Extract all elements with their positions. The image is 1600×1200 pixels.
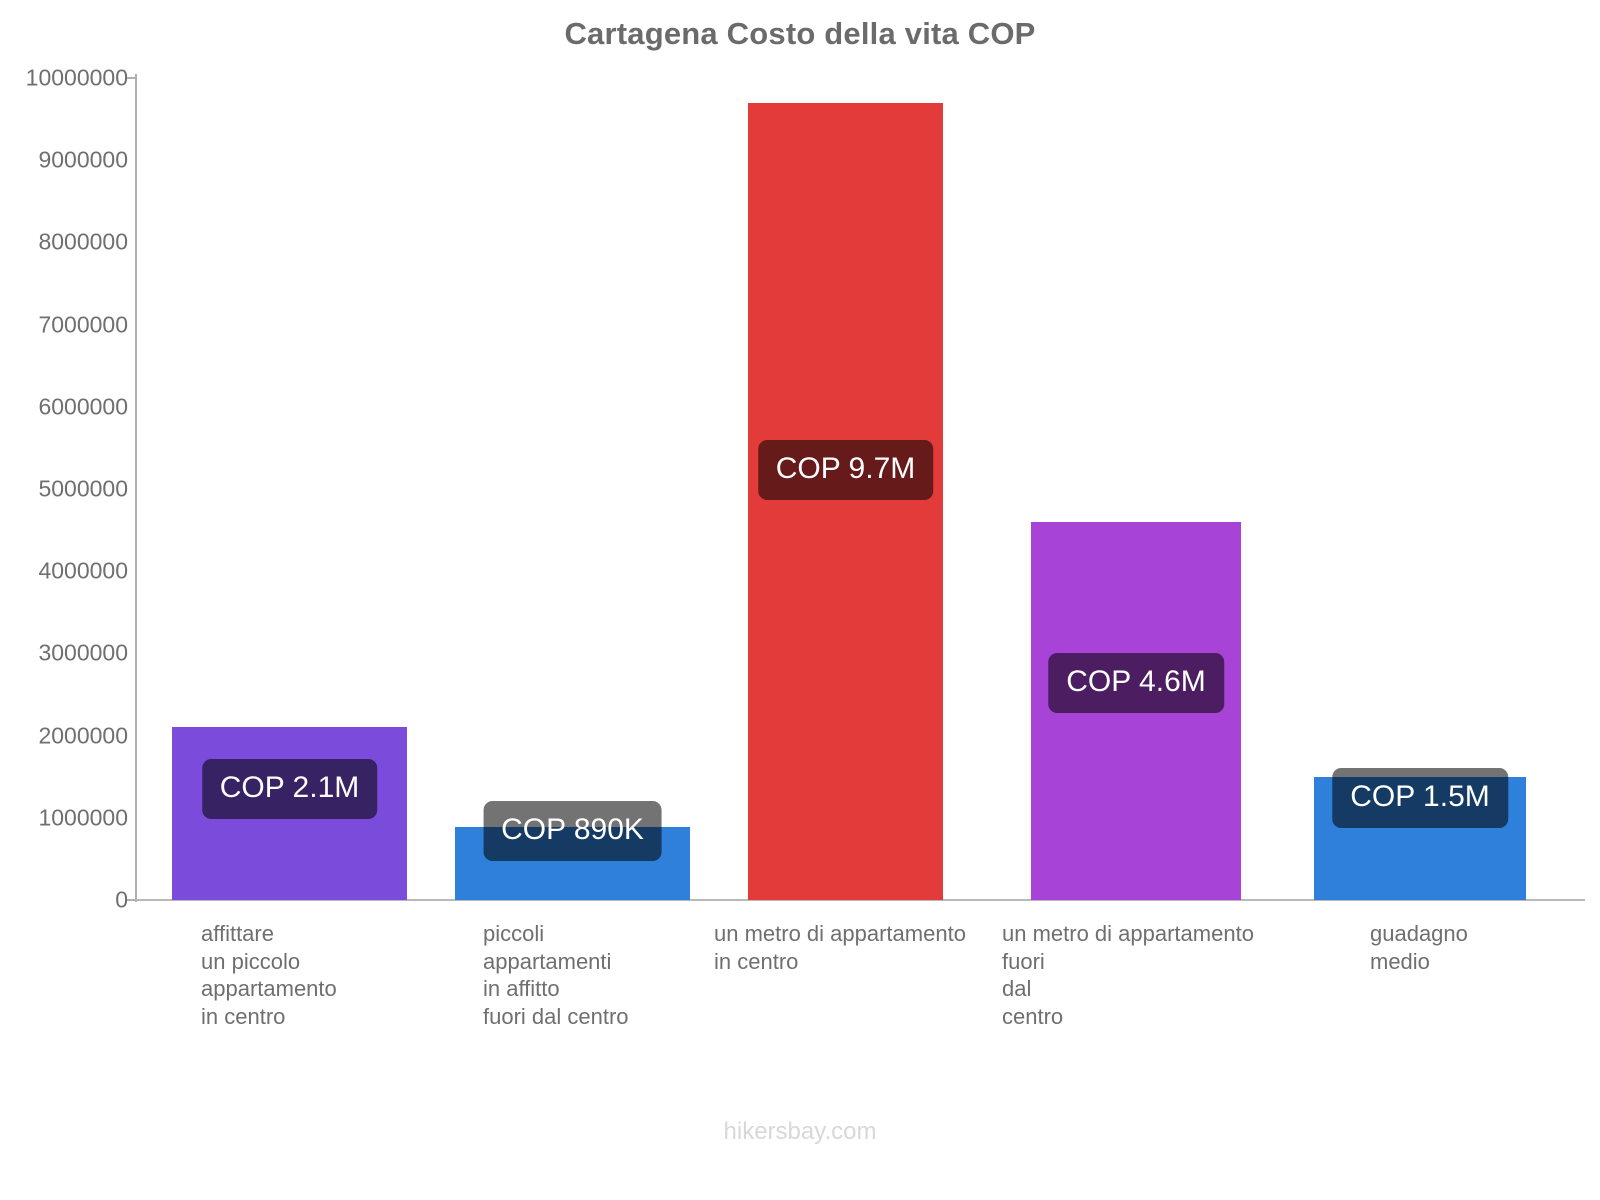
y-axis-tick-mark — [127, 77, 136, 79]
y-axis-tick-label: 3000000 — [38, 639, 128, 666]
bar-value-label-affittare-piccolo-centro: COP 2.1M — [201, 759, 378, 820]
x-axis-category-label: un metro di appartamento in centro — [714, 921, 966, 974]
bar-chart-plot-area: 0 1000000 2000000 3000000 4000000 5000000 6000… — [25, 64, 1585, 1029]
bar-value-label-metro-fuori: COP 4.6M — [1048, 652, 1224, 713]
x-axis-category-label: affittare un piccolo appartamento in cen… — [201, 921, 337, 1029]
x-axis-category-label: un metro di appartamento fuori dal centr… — [1002, 921, 1254, 1029]
bar[interactable]: COP 1.5M — [1314, 767, 1526, 900]
y-axis-tick-label: 10000000 — [25, 64, 128, 91]
bar-value-label-metro-centro: COP 9.7M — [757, 439, 934, 500]
x-axis-baseline — [135, 899, 1585, 901]
watermark-hikersbay: hikersbay.com — [723, 1118, 877, 1145]
bar[interactable]: COP 4.6M — [1031, 521, 1241, 900]
bar[interactable]: COP 2.1M — [172, 727, 407, 900]
y-axis-tick-label: 6000000 — [38, 393, 128, 420]
x-axis-category-label: piccoli appartamenti in affitto fuori da… — [483, 921, 629, 1029]
y-axis-tick-label: 9000000 — [38, 146, 128, 173]
x-axis-category-label: guadagno medio — [1370, 921, 1468, 974]
y-axis-tick-label: 4000000 — [38, 557, 128, 584]
y-axis-tick-label: 2000000 — [38, 722, 128, 749]
page-title: Cartagena Costo della vita COP — [564, 16, 1036, 51]
bar-value-label-guadagno-medio: COP 1.5M — [1332, 767, 1508, 828]
y-axis-tick-label: 8000000 — [38, 228, 128, 255]
bar[interactable]: COP 9.7M — [748, 102, 943, 900]
bar-value-label-piccoli-appartamenti-fuori: COP 890K — [483, 800, 662, 861]
y-axis-line — [135, 74, 137, 902]
y-axis-tick-label: 1000000 — [38, 804, 128, 831]
bar[interactable]: COP 890K — [455, 800, 690, 900]
y-axis-tick-label: 5000000 — [38, 475, 128, 502]
y-axis-tick-label: 0 — [115, 886, 128, 913]
y-axis-tick-mark — [127, 899, 136, 901]
y-axis-tick-label: 7000000 — [38, 311, 128, 338]
